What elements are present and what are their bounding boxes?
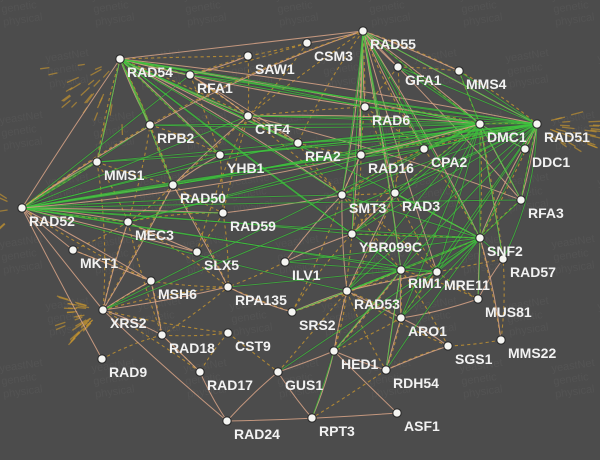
svg-text:SGS1: SGS1 — [455, 351, 493, 367]
svg-text:MMS22: MMS22 — [508, 345, 556, 361]
svg-text:XRS2: XRS2 — [110, 315, 147, 331]
svg-text:RAD17: RAD17 — [207, 377, 253, 393]
svg-text:MUS81: MUS81 — [485, 304, 532, 320]
svg-text:MMS1: MMS1 — [104, 167, 145, 183]
svg-text:RAD51: RAD51 — [544, 129, 590, 145]
svg-text:SNF2: SNF2 — [487, 243, 523, 259]
svg-text:RAD53: RAD53 — [354, 296, 400, 312]
svg-text:CSM3: CSM3 — [314, 48, 353, 64]
svg-text:MSH6: MSH6 — [158, 286, 197, 302]
svg-text:CTF4: CTF4 — [255, 121, 290, 137]
svg-text:RAD54: RAD54 — [127, 64, 173, 80]
svg-text:RFA2: RFA2 — [305, 148, 341, 164]
svg-text:RAD24: RAD24 — [234, 426, 280, 442]
svg-text:CPA2: CPA2 — [431, 154, 468, 170]
svg-text:RPA135: RPA135 — [235, 292, 287, 308]
svg-text:SLX5: SLX5 — [204, 257, 239, 273]
svg-text:YBR099C: YBR099C — [359, 239, 422, 255]
svg-text:RFA1: RFA1 — [197, 80, 233, 96]
svg-text:GFA1: GFA1 — [405, 72, 442, 88]
svg-text:SAW1: SAW1 — [255, 61, 295, 77]
svg-text:RAD6: RAD6 — [372, 112, 410, 128]
svg-text:RAD59: RAD59 — [230, 218, 276, 234]
svg-text:RAD3: RAD3 — [402, 198, 440, 214]
svg-text:RFA3: RFA3 — [528, 205, 564, 221]
svg-text:MRE11: MRE11 — [444, 277, 490, 293]
svg-text:GUS1: GUS1 — [285, 377, 323, 393]
svg-text:RAD9: RAD9 — [109, 364, 147, 380]
svg-text:MKT1: MKT1 — [80, 255, 118, 271]
svg-text:RDH54: RDH54 — [393, 375, 439, 391]
svg-text:ILV1: ILV1 — [292, 267, 321, 283]
svg-text:RAD18: RAD18 — [169, 340, 215, 356]
svg-text:RAD55: RAD55 — [370, 36, 416, 52]
svg-text:RAD57: RAD57 — [510, 264, 556, 280]
svg-text:SMT3: SMT3 — [349, 200, 387, 216]
svg-text:ASF1: ASF1 — [404, 418, 440, 434]
svg-text:RPT3: RPT3 — [319, 423, 355, 439]
svg-text:RPB2: RPB2 — [157, 130, 195, 146]
svg-text:HED1: HED1 — [341, 356, 379, 372]
svg-text:CST9: CST9 — [235, 338, 271, 354]
svg-text:MEC3: MEC3 — [135, 227, 174, 243]
svg-text:DDC1: DDC1 — [532, 154, 570, 170]
svg-text:SRS2: SRS2 — [299, 317, 336, 333]
svg-text:YHB1: YHB1 — [227, 160, 265, 176]
svg-text:ARO1: ARO1 — [408, 323, 447, 339]
svg-text:MMS4: MMS4 — [466, 76, 507, 92]
svg-text:RAD50: RAD50 — [180, 190, 226, 206]
svg-text:RIM1: RIM1 — [408, 275, 442, 291]
svg-text:RAD16: RAD16 — [368, 160, 414, 176]
svg-text:DMC1: DMC1 — [487, 129, 527, 145]
svg-text:RAD52: RAD52 — [29, 213, 75, 229]
